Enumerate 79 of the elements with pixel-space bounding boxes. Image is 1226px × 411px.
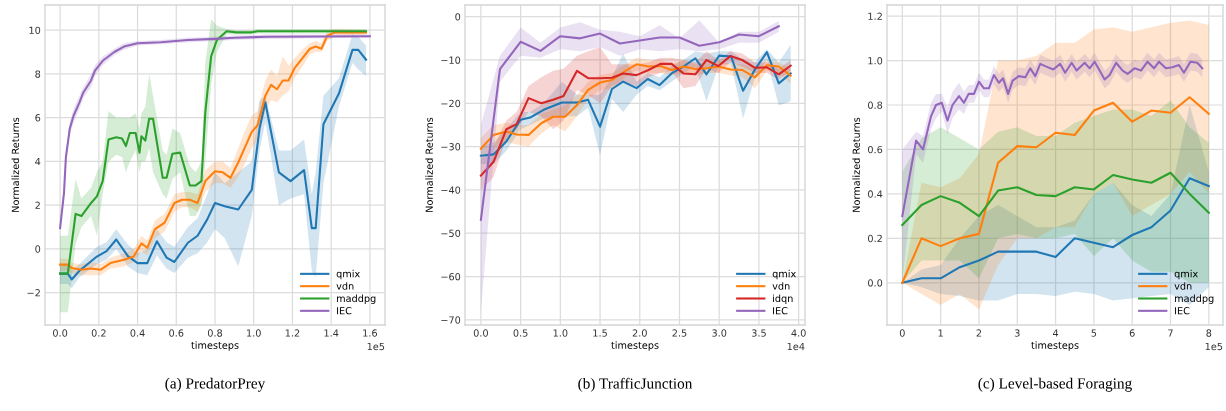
y-tick-label: −2 [27,289,40,297]
y-tick-label: 10 [29,26,41,34]
x-tick-label: 1.5 [593,329,607,337]
legend-label: IEC [1175,307,1190,315]
y-tick-label: 2 [35,201,40,209]
text: (c) Level-based Foraging [978,377,1132,392]
x-tick-label: 0.6 [169,329,184,337]
x-axis-title: timesteps [1031,341,1079,351]
x-tick-label: 3.0 [712,329,727,337]
legend-label: vdn [772,282,790,290]
y-tick-label: −50 [441,229,461,238]
x-tick-label: 0.8 [207,329,223,337]
line-series [479,25,780,221]
legend-label: qmix [1174,269,1198,280]
x-tick-label: 1 [938,329,943,337]
x-tick-label: 1.0 [247,329,261,337]
line-series [901,177,1210,284]
x-tick-label: 7 [1168,329,1173,337]
y-tick-label: 0.0 [868,279,883,287]
legend-label: idqn [773,294,793,304]
x-tick-label: 1.6 [363,329,378,337]
x-tick-label: 3 [1014,329,1020,337]
y-tick-label: 0.2 [868,234,882,243]
y-tick-label: −40 [441,186,461,194]
legend-label: maddpg [1175,294,1214,304]
x-tick-label: 5 [1091,329,1097,337]
text: (a) PredatorPrey [165,377,266,392]
y-tick-label: 1.0 [868,57,883,65]
x-axis-title: timesteps [611,341,659,351]
legend-label: qmix [336,269,360,280]
legend-label: maddpg [337,294,376,304]
x-tick-label: 2.0 [632,329,647,337]
legend-label: IEC [773,307,788,315]
x-tick-label: 0.2 [91,329,106,337]
text: 1e4 [787,342,805,351]
x-tick-label: 1.4 [324,329,339,337]
x-tick-label: 4 [1052,329,1059,337]
y-axis-title: Normalized Returns [852,117,860,212]
line-series [479,63,792,150]
y-tick-label: −30 [441,143,461,151]
y-axis-title: Normalized Returns [425,117,433,212]
x-tick-label: 6 [1129,329,1135,337]
x-tick-label: 4.0 [791,329,806,337]
x-tick-label: 1.2 [285,329,300,337]
text: 1e5 [367,342,385,351]
text: 1e5 [1205,342,1223,351]
x-tick-label: 0.0 [473,329,488,337]
y-tick-label: −70 [441,316,461,324]
line-series [901,60,1204,218]
y-tick-label: −10 [441,56,461,64]
line-series [901,171,1210,227]
x-tick-label: 0.0 [53,329,68,337]
y-tick-label: 0.4 [868,190,883,198]
x-tick-label: 3.5 [751,329,766,337]
y-tick-label: 0 [35,245,41,253]
y-tick-label: 6 [35,114,41,122]
x-tick-label: 0.4 [130,329,145,337]
y-tick-label: 0.6 [868,145,883,154]
x-axis-title: timesteps [191,341,239,351]
x-tick-label: 2.5 [672,329,687,337]
x-tick-label: 0 [899,329,905,337]
legend-label: qmix [772,269,796,280]
y-tick-label: −60 [441,272,461,281]
legend-label: vdn [1174,282,1192,290]
y-tick-label: −20 [441,99,461,108]
y-tick-label: 8 [35,70,41,78]
y-axis-title: Normalized Returns [11,117,20,212]
legend-label: vdn [336,282,354,290]
line-series [479,55,792,177]
x-tick-label: 8 [1206,329,1212,337]
y-tick-label: 0 [455,13,461,21]
text: (b) TrafficJunction [578,377,693,392]
x-tick-label: 2 [976,329,982,337]
y-tick-label: 0.8 [868,101,883,109]
y-tick-label: 1.2 [868,12,882,20]
x-tick-label: 0.5 [513,329,528,337]
x-tick-label: 1.0 [553,329,568,337]
y-tick-label: 4 [35,158,41,166]
legend-label: IEC [337,307,352,315]
